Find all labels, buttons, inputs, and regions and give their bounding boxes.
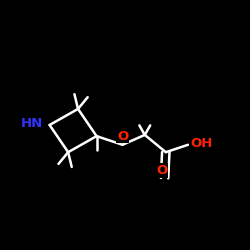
Text: HN: HN	[21, 116, 44, 130]
Text: O: O	[156, 164, 168, 177]
Text: O: O	[117, 130, 128, 143]
Text: OH: OH	[190, 137, 212, 150]
